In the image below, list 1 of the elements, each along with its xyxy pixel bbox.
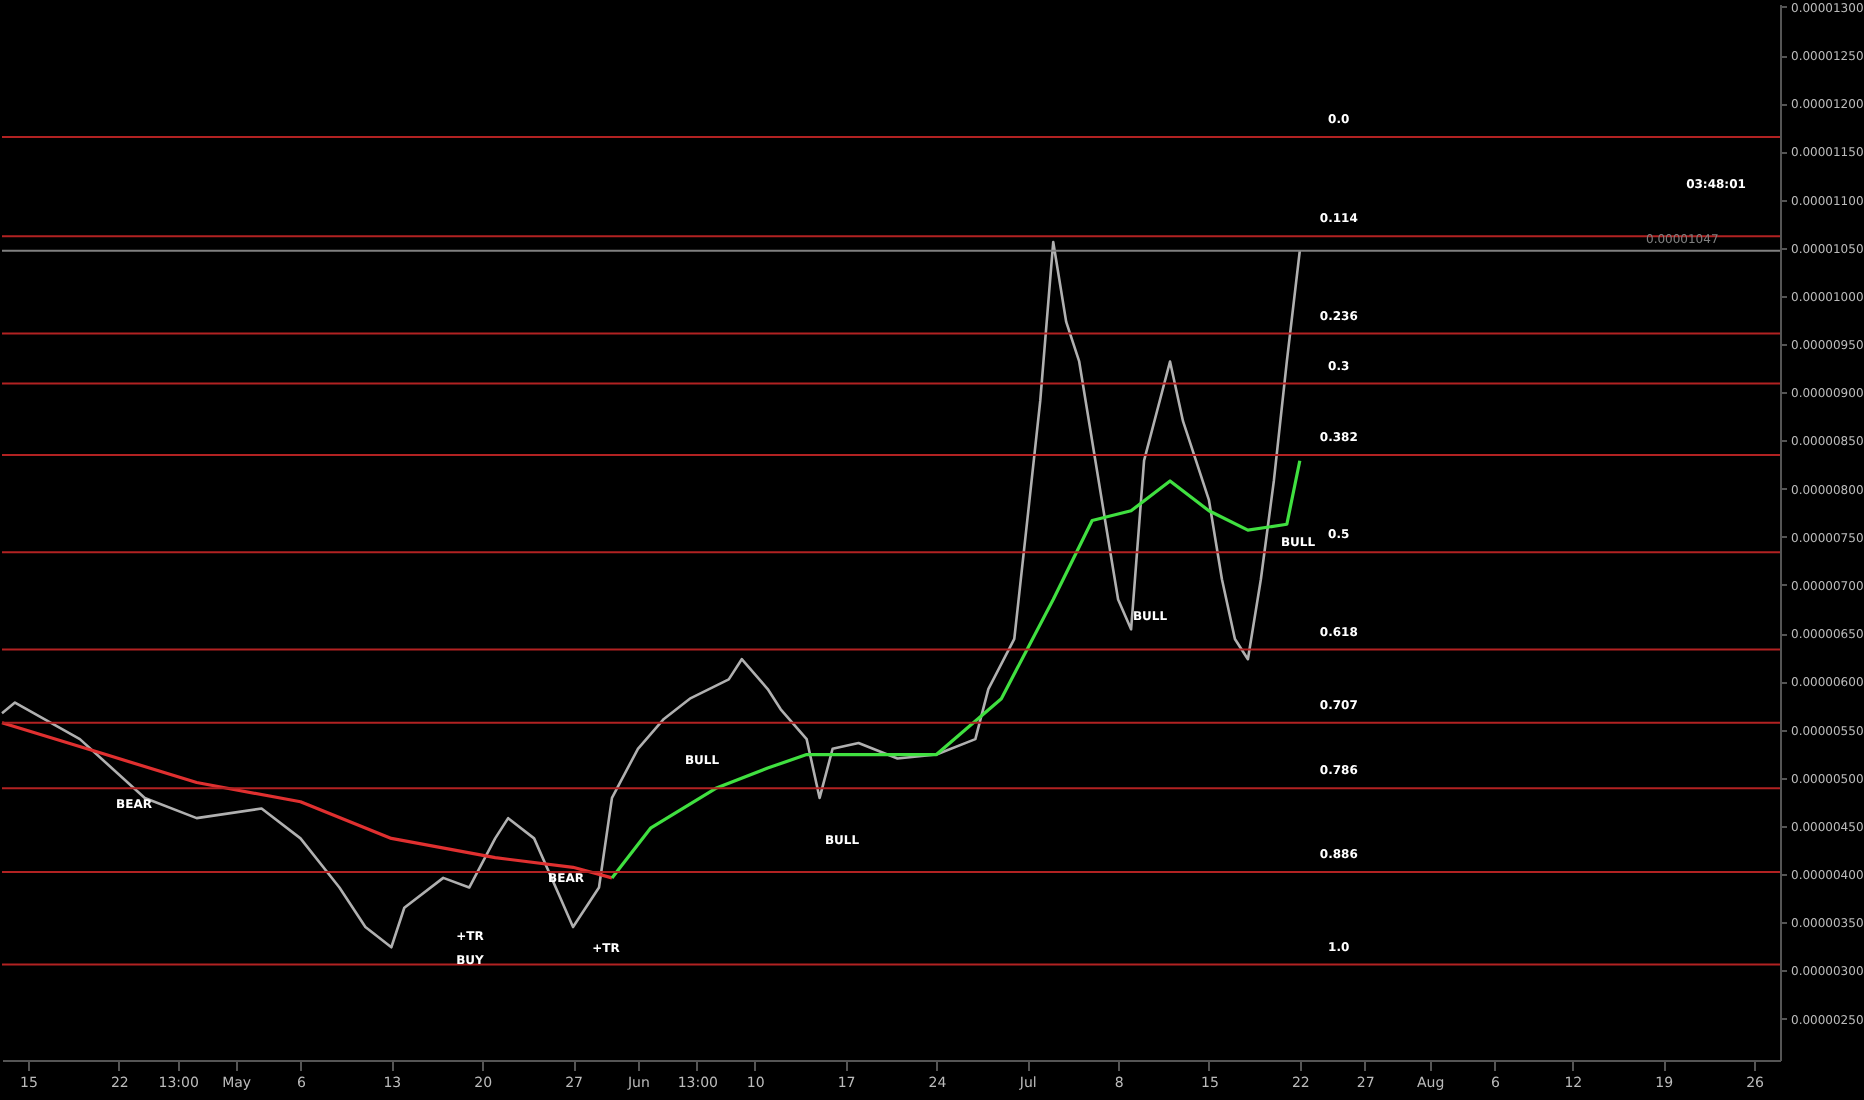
line-series [0, 721, 614, 880]
